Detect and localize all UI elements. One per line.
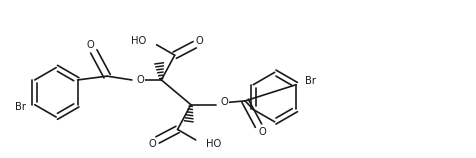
Text: O: O <box>196 36 203 46</box>
Text: O: O <box>258 127 266 137</box>
Text: Br: Br <box>305 76 316 86</box>
Text: O: O <box>137 75 144 85</box>
Text: HO: HO <box>206 139 221 149</box>
Text: Br: Br <box>15 102 26 112</box>
Text: O: O <box>86 40 94 50</box>
Text: O: O <box>220 97 228 107</box>
Text: O: O <box>149 139 157 149</box>
Text: HO: HO <box>131 36 146 46</box>
